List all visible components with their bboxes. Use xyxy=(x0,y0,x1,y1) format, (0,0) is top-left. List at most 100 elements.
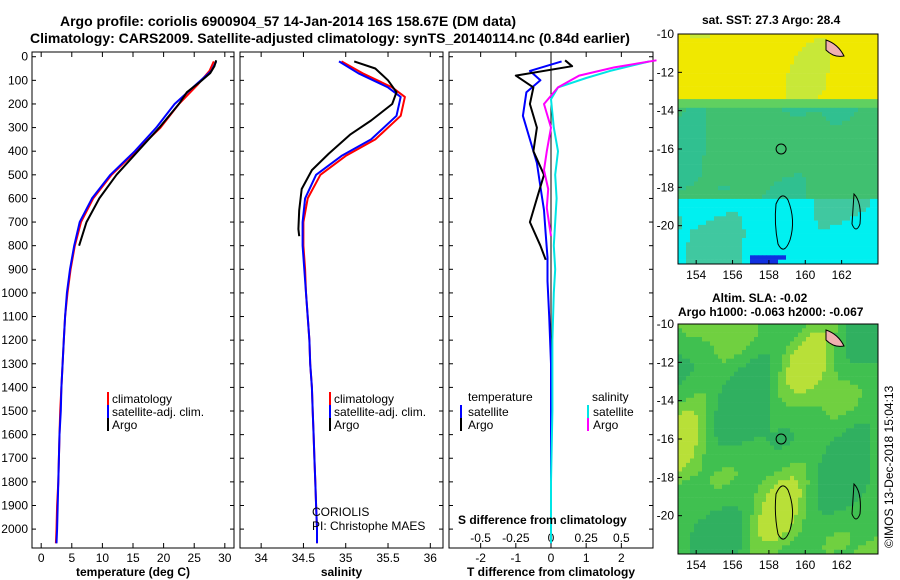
map-cell xyxy=(874,432,879,438)
map-cell xyxy=(778,155,783,161)
map-cell xyxy=(810,77,815,83)
map-cell xyxy=(690,367,695,373)
map-cell xyxy=(770,185,775,191)
map-cell xyxy=(838,190,843,195)
map-cell xyxy=(846,493,851,498)
map-cell xyxy=(834,441,839,446)
map-cell xyxy=(718,68,723,74)
map-cell xyxy=(750,107,755,113)
map-cell xyxy=(738,376,743,381)
map-cell xyxy=(702,389,707,394)
map-cell xyxy=(746,203,751,208)
map-cell xyxy=(702,42,707,48)
map-cell xyxy=(678,402,683,407)
map-cell xyxy=(706,151,711,156)
map-cell xyxy=(758,233,763,239)
map-cell xyxy=(730,471,735,477)
map-cell xyxy=(814,77,819,83)
map-cell xyxy=(742,467,747,472)
map-cell xyxy=(814,229,819,234)
map-cell xyxy=(782,363,787,368)
map-cell xyxy=(718,34,723,39)
map-cell xyxy=(854,203,859,208)
map-cell xyxy=(758,155,763,161)
map-cell xyxy=(686,441,691,446)
map-cell xyxy=(714,224,719,230)
map-cell xyxy=(750,384,755,390)
map-cell xyxy=(826,354,831,360)
map-cell xyxy=(766,402,771,407)
map-cell xyxy=(746,423,751,429)
x-axis-label: T difference from climatology xyxy=(467,565,635,579)
map-cell xyxy=(770,428,775,433)
map-cell xyxy=(774,393,779,399)
map-cell xyxy=(698,332,703,338)
map-cell xyxy=(742,203,747,208)
map-cell xyxy=(754,90,759,96)
map-cell xyxy=(754,125,759,130)
map-cell xyxy=(746,419,751,425)
map-cell xyxy=(842,94,847,100)
map-cell xyxy=(682,402,687,407)
map-cell xyxy=(866,94,871,100)
map-cell xyxy=(734,471,739,477)
map-cell xyxy=(810,380,815,386)
map-cell xyxy=(682,324,687,329)
map-cell xyxy=(842,34,847,39)
map-cell xyxy=(802,203,807,208)
map-cell xyxy=(754,345,759,351)
map-cell xyxy=(726,255,731,260)
map-cell xyxy=(722,164,727,169)
map-cell xyxy=(874,142,879,148)
map-cell xyxy=(770,138,775,143)
map-cell xyxy=(842,198,847,204)
map-cell xyxy=(826,415,831,420)
map-cell xyxy=(710,103,715,109)
map-cell xyxy=(754,471,759,477)
map-cell xyxy=(834,155,839,161)
map-cell xyxy=(818,125,823,130)
map-cell xyxy=(826,77,831,83)
map-cell xyxy=(686,133,691,139)
map-cell xyxy=(838,94,843,100)
map-cell xyxy=(698,120,703,126)
map-cell xyxy=(762,462,767,468)
map-cell xyxy=(822,207,827,213)
map-cell xyxy=(846,42,851,48)
map-cell xyxy=(702,211,707,217)
map-cell xyxy=(794,406,799,412)
map-cell xyxy=(874,445,879,451)
map-cell xyxy=(682,138,687,143)
map-cell xyxy=(682,449,687,455)
map-cell xyxy=(690,354,695,360)
map-cell xyxy=(862,185,867,191)
map-cell xyxy=(802,332,807,338)
map-cell xyxy=(678,168,683,174)
map-cell xyxy=(682,146,687,152)
map-cell xyxy=(854,138,859,143)
map-cell xyxy=(722,47,727,52)
map-cell xyxy=(686,393,691,399)
map-cell xyxy=(758,77,763,83)
map-cell xyxy=(734,216,739,221)
map-cell xyxy=(730,64,735,70)
map-cell xyxy=(734,345,739,351)
map-cell xyxy=(766,246,771,252)
map-cell xyxy=(754,480,759,485)
map-cell xyxy=(862,484,867,490)
map-cell xyxy=(710,449,715,455)
map-cell xyxy=(730,436,735,442)
map-cell xyxy=(750,216,755,221)
map-cell xyxy=(742,86,747,91)
map-cell xyxy=(826,436,831,442)
map-cell xyxy=(730,151,735,156)
map-cell xyxy=(802,441,807,446)
map-cell xyxy=(774,90,779,96)
map-cell xyxy=(834,384,839,390)
map-cell xyxy=(690,81,695,87)
map-cell xyxy=(850,423,855,429)
map-cell xyxy=(694,406,699,412)
map-cell xyxy=(818,384,823,390)
map-cell xyxy=(790,467,795,472)
map-cell xyxy=(690,203,695,208)
